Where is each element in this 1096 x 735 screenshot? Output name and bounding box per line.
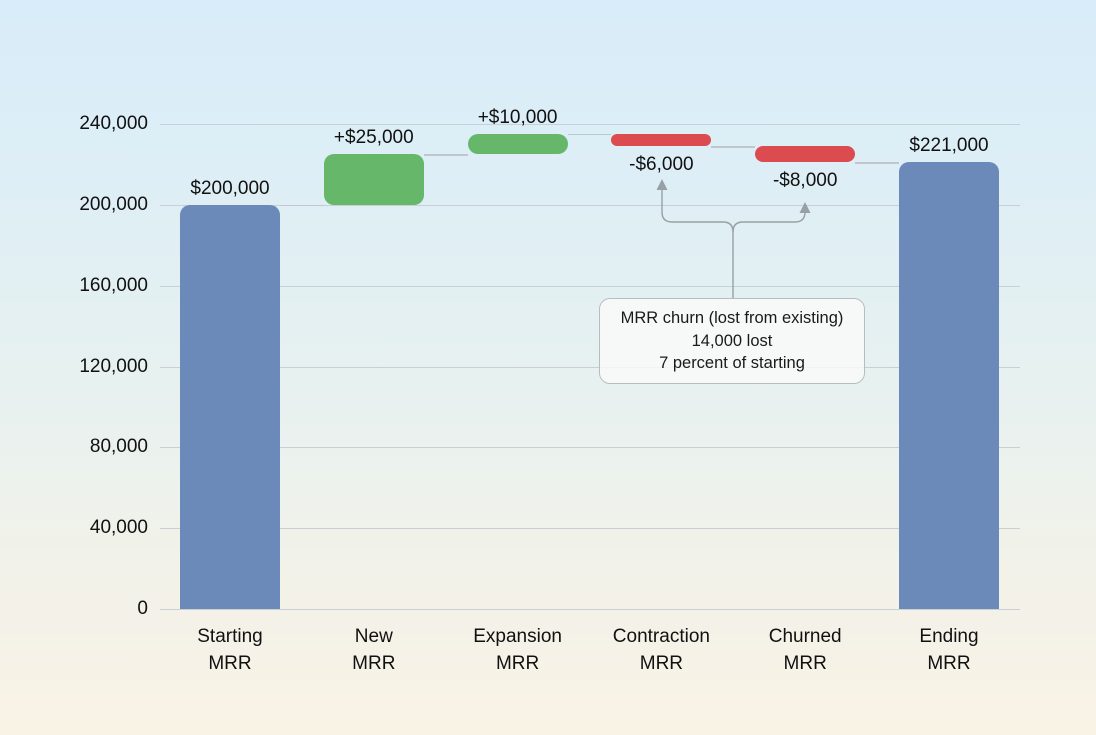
waterfall-step-connector xyxy=(280,204,324,207)
y-tick-label: 240,000 xyxy=(79,113,148,134)
x-category-label: Starting MRR xyxy=(155,624,305,677)
bar-value-label: $200,000 xyxy=(190,177,270,199)
x-category-label: Expansion MRR xyxy=(443,624,593,677)
gridline-80000 xyxy=(160,447,1020,449)
gridline-240000 xyxy=(160,124,1020,125)
bar-value-label: $221,000 xyxy=(909,135,989,157)
waterfall-step-connector xyxy=(567,134,612,136)
callout-line-1: MRR churn (lost from existing) xyxy=(620,309,844,328)
y-tick-label: 120,000 xyxy=(79,355,148,377)
gridline-40000 xyxy=(160,528,1020,530)
x-category-label: Ending MRR xyxy=(874,624,1024,677)
callout-line-3: 7 percent of starting xyxy=(659,354,805,373)
bar-value-label: +$25,000 xyxy=(333,127,414,149)
x-category-line: Churned xyxy=(768,626,842,647)
bar-value-label: +$10,000 xyxy=(477,107,558,129)
gridline-200000 xyxy=(160,204,1020,206)
waterfall-step-connector xyxy=(711,146,756,148)
bar-new-mrr xyxy=(323,154,424,205)
y-tick-label: 200,000 xyxy=(79,193,148,215)
waterfall-step-connector xyxy=(855,162,899,164)
x-category-line: MRR xyxy=(639,652,684,674)
x-category-line: Expansion xyxy=(473,626,562,647)
x-category-line: Ending xyxy=(919,626,979,647)
gridline-160000 xyxy=(160,285,1020,287)
x-category-line: Contraction xyxy=(612,626,710,647)
bar-value-label: -$8,000 xyxy=(772,170,838,192)
callout-mrr-churn: MRR churn (lost from existing) 14,000 lo… xyxy=(599,298,865,384)
waterfall-step-connector xyxy=(423,154,468,156)
x-category-label: Churned MRR xyxy=(730,624,880,677)
gridline-120000 xyxy=(160,366,1020,368)
x-category-line: Starting xyxy=(197,626,263,647)
callout-connector-right xyxy=(732,211,806,233)
x-category-line: MRR xyxy=(783,652,827,674)
bar-starting-mrr xyxy=(180,204,280,609)
y-tick-label: 0 xyxy=(137,598,148,619)
x-category-line: MRR xyxy=(352,652,396,674)
callout-line-2: 14,000 lost xyxy=(691,331,773,350)
x-category-label: New MRR xyxy=(299,624,449,677)
gridline-0 xyxy=(160,609,1020,610)
y-tick-label: 40,000 xyxy=(89,517,148,539)
y-tick-label: 80,000 xyxy=(89,436,148,458)
arrow-up-icon xyxy=(799,202,811,213)
arrow-up-icon xyxy=(656,179,668,190)
bar-value-label: -$6,000 xyxy=(629,154,694,176)
x-category-line: New xyxy=(354,626,393,647)
bar-churned-mrr xyxy=(755,146,856,163)
bar-ending-mrr xyxy=(899,162,999,609)
x-category-line: MRR xyxy=(927,652,971,674)
bar-expansion-mrr xyxy=(467,134,568,155)
bar-contraction-mrr xyxy=(611,134,712,147)
y-tick-label: 160,000 xyxy=(79,274,148,296)
x-category-label: Contraction MRR xyxy=(586,624,736,677)
x-category-line: MRR xyxy=(208,652,252,674)
x-category-line: MRR xyxy=(495,652,540,674)
